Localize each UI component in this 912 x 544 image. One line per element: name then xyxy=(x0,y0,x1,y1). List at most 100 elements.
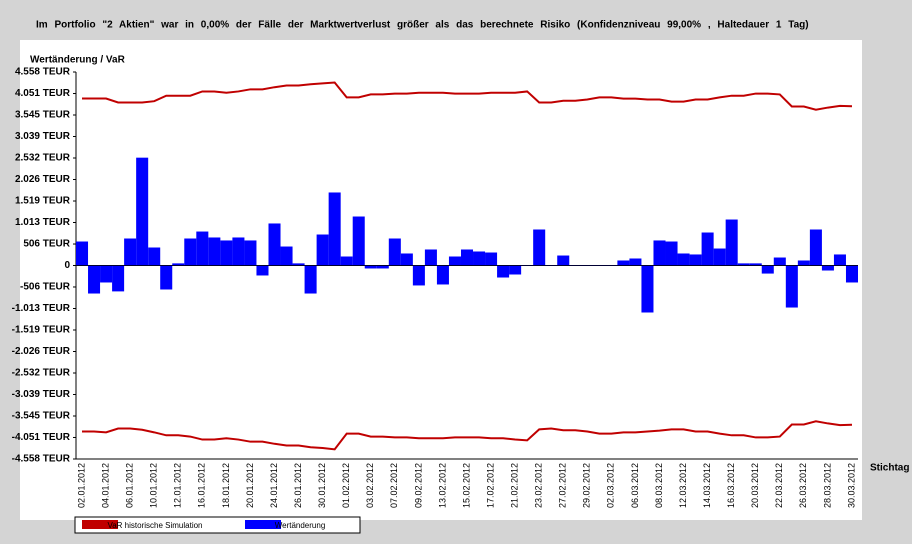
x-tick-label: 26.03.2012 xyxy=(798,463,808,508)
y-tick-label: 3.039 TEUR xyxy=(15,131,71,142)
y-tick-label: 1.519 TEUR xyxy=(15,196,71,207)
bar xyxy=(76,241,89,266)
y-tick-label: 2.026 TEUR xyxy=(15,174,71,185)
bar xyxy=(665,241,678,266)
bar xyxy=(749,263,762,266)
bar xyxy=(364,265,377,269)
y-tick-label: 3.545 TEUR xyxy=(15,110,71,121)
bar xyxy=(148,247,161,266)
x-tick-label: 15.02.2012 xyxy=(461,463,471,508)
x-tick-label: 06.03.2012 xyxy=(630,463,640,508)
bar xyxy=(196,231,209,266)
bar xyxy=(629,258,642,266)
bar xyxy=(376,265,389,269)
bar xyxy=(136,157,149,266)
bar xyxy=(316,234,329,266)
y-tick-label: 1.013 TEUR xyxy=(15,217,71,228)
y-tick-label: 4.051 TEUR xyxy=(15,88,71,99)
bar xyxy=(557,255,570,266)
bar xyxy=(328,192,341,266)
x-tick-label: 04.01.2012 xyxy=(100,463,110,508)
y-tick-label: -1.519 TEUR xyxy=(12,325,71,336)
y-tick-label: -3.545 TEUR xyxy=(12,411,71,422)
bar xyxy=(100,265,113,283)
y-tick-label: 4.558 TEUR xyxy=(15,67,71,78)
bar xyxy=(473,251,486,266)
bar xyxy=(448,256,461,266)
x-tick-label: 07.02.2012 xyxy=(389,463,399,508)
x-tick-label: 23.02.2012 xyxy=(534,463,544,508)
bar xyxy=(184,238,197,266)
legend-swatch xyxy=(245,520,281,529)
bar xyxy=(436,265,449,285)
x-tick-label: 12.03.2012 xyxy=(678,463,688,508)
x-axis-title: Stichtag xyxy=(870,463,909,474)
bar xyxy=(232,237,245,266)
bar xyxy=(821,265,834,271)
bar xyxy=(809,229,822,266)
x-tick-label: 18.01.2012 xyxy=(221,463,231,508)
bar xyxy=(208,237,221,266)
bar xyxy=(280,246,293,266)
x-tick-label: 22.03.2012 xyxy=(774,463,784,508)
bar xyxy=(737,263,750,266)
bar xyxy=(845,265,858,283)
bar xyxy=(833,254,846,266)
y-tick-label: 506 TEUR xyxy=(23,239,70,250)
bar xyxy=(400,253,413,266)
x-tick-label: 03.02.2012 xyxy=(365,463,375,508)
bar xyxy=(797,260,810,266)
bar xyxy=(617,260,630,266)
y-tick-label: 0 xyxy=(64,260,70,271)
y-tick-label: -2.026 TEUR xyxy=(12,346,71,357)
x-tick-label: 27.02.2012 xyxy=(558,463,568,508)
x-tick-label: 24.01.2012 xyxy=(269,463,279,508)
var-line xyxy=(82,420,853,451)
bar xyxy=(340,256,353,266)
bar xyxy=(701,232,714,266)
bar xyxy=(88,265,101,294)
x-tick-label: 02.03.2012 xyxy=(606,463,616,508)
x-tick-label: 26.01.2012 xyxy=(293,463,303,508)
legend-swatch xyxy=(82,520,118,529)
y-tick-label: 2.532 TEUR xyxy=(15,153,71,164)
bar xyxy=(412,265,425,286)
bar xyxy=(292,263,305,266)
bar xyxy=(256,265,269,276)
bar xyxy=(533,229,546,266)
x-tick-label: 14.03.2012 xyxy=(702,463,712,508)
x-tick-label: 29.02.2012 xyxy=(582,463,592,508)
bar xyxy=(485,252,498,266)
x-tick-label: 01.02.2012 xyxy=(341,463,351,508)
bar xyxy=(761,265,774,274)
bar xyxy=(424,249,437,266)
var-line xyxy=(82,81,853,111)
bar xyxy=(112,265,125,292)
bar xyxy=(689,254,702,266)
legend xyxy=(74,516,361,534)
y-tick-label: -4.051 TEUR xyxy=(12,432,71,443)
x-tick-label: 30.03.2012 xyxy=(846,463,856,508)
bar xyxy=(653,240,666,266)
y-tick-label: -4.558 TEUR xyxy=(12,454,71,465)
bar xyxy=(388,238,401,266)
bar xyxy=(725,219,738,266)
x-tick-label: 17.02.2012 xyxy=(485,463,495,508)
bar xyxy=(124,238,137,266)
bar xyxy=(641,265,654,313)
y-tick-label: -3.039 TEUR xyxy=(12,389,71,400)
legend-label: Wertänderung xyxy=(275,521,326,530)
x-tick-label: 20.03.2012 xyxy=(750,463,760,508)
x-tick-label: 10.01.2012 xyxy=(149,463,159,508)
x-tick-label: 08.03.2012 xyxy=(654,463,664,508)
bar xyxy=(172,263,185,266)
bar xyxy=(509,265,522,275)
x-tick-label: 30.01.2012 xyxy=(317,463,327,508)
x-tick-label: 16.01.2012 xyxy=(197,463,207,508)
x-tick-label: 28.03.2012 xyxy=(822,463,832,508)
y-axis-title: Wertänderung / VaR xyxy=(30,55,126,66)
bar xyxy=(460,249,474,266)
x-tick-label: 21.02.2012 xyxy=(509,463,519,508)
x-tick-label: 20.01.2012 xyxy=(245,463,255,508)
